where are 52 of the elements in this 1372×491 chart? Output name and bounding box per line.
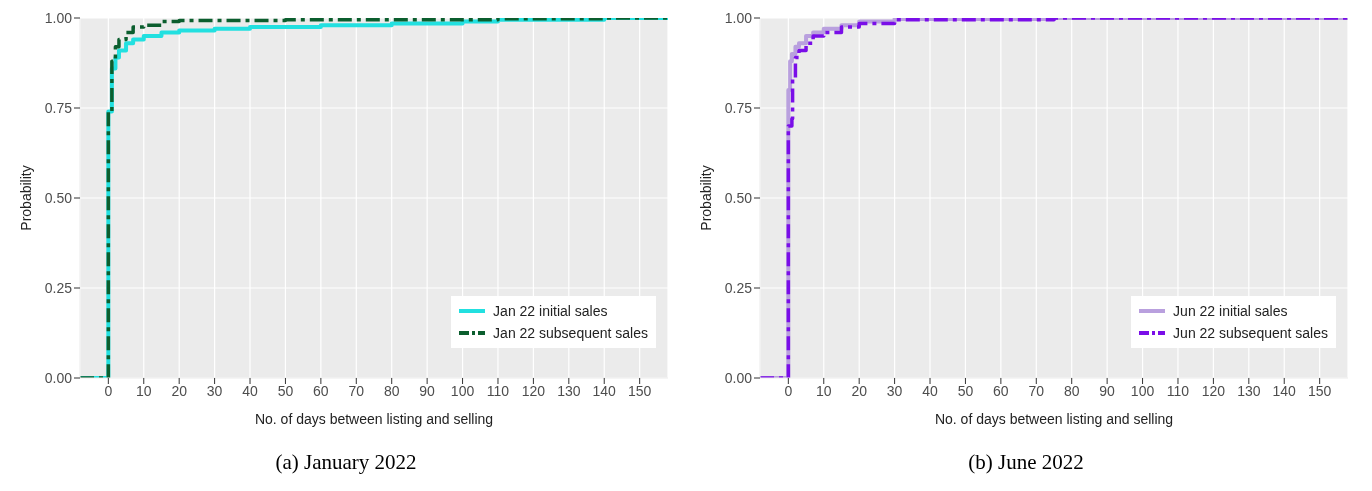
x-tick-label: 150 xyxy=(627,382,652,399)
y-tick-label: 1.00 xyxy=(724,9,753,26)
legend-label: Jun 22 subsequent sales xyxy=(1173,324,1328,343)
x-tick-label: 70 xyxy=(348,382,365,399)
y-axis-title: Probability xyxy=(17,165,34,231)
x-tick-label: 150 xyxy=(1307,382,1332,399)
x-tick-label: 70 xyxy=(1028,382,1045,399)
legend-label: Jan 22 subsequent sales xyxy=(493,324,648,343)
x-tick-label: 80 xyxy=(383,382,400,399)
y-tick-label: 0.00 xyxy=(724,369,753,386)
legend-label: Jan 22 initial sales xyxy=(493,302,608,321)
x-tick-label: 140 xyxy=(1272,382,1297,399)
y-axis-title: Probability xyxy=(697,165,714,231)
y-tick-label: 0.50 xyxy=(724,189,753,206)
legend-label: Jun 22 initial sales xyxy=(1173,302,1288,321)
x-tick-label: 130 xyxy=(1237,382,1261,399)
y-tick-label: 0.25 xyxy=(44,279,73,296)
y-tick-label: 0.75 xyxy=(724,99,753,116)
y-tick-label: 0.75 xyxy=(44,99,73,116)
x-tick-label: 40 xyxy=(242,382,259,399)
x-tick-label: 80 xyxy=(1063,382,1080,399)
x-tick-label: 40 xyxy=(922,382,939,399)
x-tick-label: 110 xyxy=(1166,382,1190,399)
x-tick-label: 20 xyxy=(851,382,868,399)
x-tick-label: 120 xyxy=(1201,382,1226,399)
x-tick-label: 50 xyxy=(957,382,974,399)
x-tick-label: 100 xyxy=(1130,382,1155,399)
x-tick-label: 100 xyxy=(450,382,475,399)
y-tick-label: 1.00 xyxy=(44,9,73,26)
x-tick-label: 10 xyxy=(135,382,152,399)
x-tick-label: 0 xyxy=(784,382,793,399)
x-axis-title: No. of days between listing and selling xyxy=(254,411,494,427)
y-tick-label: 0.50 xyxy=(44,189,73,206)
x-tick-label: 140 xyxy=(592,382,617,399)
x-axis-title: No. of days between listing and selling xyxy=(934,411,1174,427)
y-tick-label: 0.25 xyxy=(724,279,753,296)
y-tick-label: 0.00 xyxy=(44,369,73,386)
x-tick-label: 90 xyxy=(419,382,436,399)
text: (b) June 2022 xyxy=(967,450,1085,475)
x-tick-label: 10 xyxy=(815,382,832,399)
x-tick-label: 130 xyxy=(557,382,581,399)
x-tick-label: 30 xyxy=(206,382,223,399)
x-tick-label: 60 xyxy=(993,382,1009,399)
x-tick-label: 110 xyxy=(486,382,510,399)
x-tick-label: 60 xyxy=(313,382,329,399)
x-tick-label: 30 xyxy=(886,382,903,399)
x-tick-label: 0 xyxy=(104,382,113,399)
x-tick-label: 90 xyxy=(1099,382,1116,399)
x-tick-label: 50 xyxy=(277,382,294,399)
text: (a) January 2022 xyxy=(274,450,418,475)
x-tick-label: 20 xyxy=(171,382,188,399)
x-tick-label: 120 xyxy=(521,382,546,399)
